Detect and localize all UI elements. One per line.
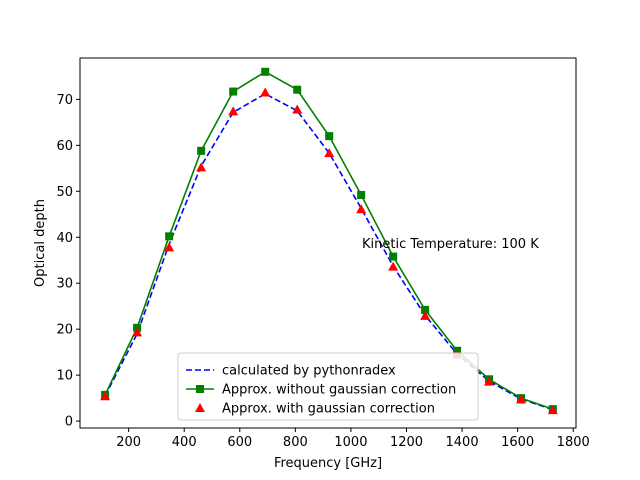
series-3-point [547, 405, 558, 415]
x-tick-label: 1800 [557, 435, 590, 450]
x-tick-label: 1600 [501, 435, 534, 450]
series-3-point [515, 394, 526, 404]
series-3-point [420, 310, 431, 320]
series-3-point [324, 148, 335, 158]
y-tick-label: 50 [56, 185, 73, 200]
series-3-point [132, 327, 143, 337]
legend-swatch-marker-3 [195, 403, 205, 412]
axis-ticks: 200 400 600 800 1000 1200 1400 1600 1800 0 10 20 30 4… [56, 93, 589, 450]
legend-swatch-marker-2 [196, 385, 204, 393]
legend-label-1: calculated by pythonradex [222, 364, 396, 379]
series-3-point [292, 104, 303, 114]
series-2-point [357, 190, 366, 199]
series-2-point [165, 232, 174, 241]
series-3-point [388, 261, 399, 271]
x-tick-label: 600 [227, 435, 252, 450]
series-2-point [197, 146, 206, 155]
series-2-point [261, 67, 270, 76]
x-axis-label: Frequency [GHz] [274, 456, 382, 471]
y-tick-label: 60 [56, 139, 73, 154]
annotation-text: Kinetic Temperature: 100 K [362, 237, 539, 252]
y-tick-label: 20 [56, 323, 73, 338]
series-3-point [484, 376, 495, 386]
legend-label-2: Approx. without gaussian correction [222, 383, 456, 398]
series-3-point [164, 242, 175, 252]
series-3-point [196, 162, 207, 172]
legend-label-3: Approx. with gaussian correction [222, 402, 435, 417]
series-2-point [389, 252, 398, 261]
axes-frame [79, 57, 577, 429]
y-tick-label: 30 [56, 277, 73, 292]
series-3-point [260, 87, 271, 97]
x-tick-label: 800 [283, 435, 308, 450]
series-3-point [228, 106, 239, 116]
series-2-point [421, 305, 430, 314]
series-2-point [293, 85, 302, 94]
series-3-point [356, 204, 367, 214]
y-tick-label: 10 [56, 369, 73, 384]
x-tick-label: 1400 [446, 435, 479, 450]
y-tick-label: 40 [56, 231, 73, 246]
x-tick-label: 200 [116, 435, 141, 450]
x-tick-label: 1200 [390, 435, 423, 450]
series-3-point [100, 391, 111, 401]
x-tick-label: 1000 [334, 435, 367, 450]
x-tick-label: 400 [172, 435, 197, 450]
y-axis-label: Optical depth [33, 199, 48, 287]
series-2-point [229, 87, 238, 96]
legend-box [177, 352, 479, 421]
y-tick-label: 0 [65, 415, 73, 430]
series-2-point [325, 132, 334, 141]
y-tick-label: 70 [56, 93, 73, 108]
legend: calculated by pythonradex Approx. without… [177, 352, 479, 421]
